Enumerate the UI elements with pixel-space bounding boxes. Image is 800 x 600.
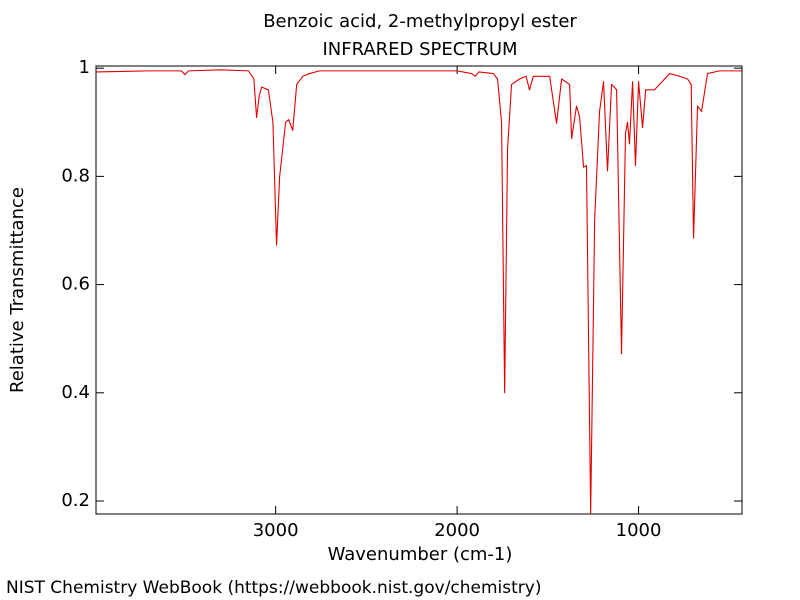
y-tick-label: 1 <box>79 57 90 78</box>
y-tick-label: 0.6 <box>61 274 90 295</box>
chart-title: Benzoic acid, 2-methylpropyl ester <box>263 11 577 32</box>
y-axis-label: Relative Transmittance <box>7 187 28 393</box>
footer: NIST Chemistry WebBook (https://webbook.… <box>6 578 541 598</box>
x-tick-label: 2000 <box>434 520 480 541</box>
y-tick-label: 0.8 <box>61 165 90 186</box>
y-tick-label: 0.4 <box>61 382 90 403</box>
x-tick-label: 3000 <box>253 520 299 541</box>
spectrum-line <box>95 69 742 515</box>
chart-subtitle: INFRARED SPECTRUM <box>322 39 517 60</box>
x-tick-label: 1000 <box>616 520 662 541</box>
x-axis-label: Wavenumber (cm-1) <box>328 544 513 565</box>
plot-frame <box>95 65 743 515</box>
y-tick-label: 0.2 <box>61 490 90 511</box>
